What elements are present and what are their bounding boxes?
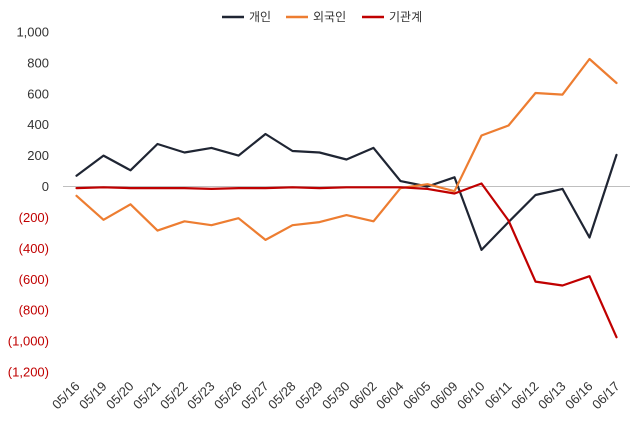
x-tick-label: 05/30 — [319, 379, 353, 413]
y-tick-label: (400) — [19, 241, 49, 256]
y-tick-label: (800) — [19, 303, 49, 318]
y-tick-label: (200) — [19, 210, 49, 225]
series-line-1 — [75, 57, 618, 241]
x-tick-label: 06/10 — [454, 379, 488, 413]
y-tick-label: (1,000) — [8, 334, 49, 349]
x-tick-label: 06/04 — [373, 379, 407, 413]
series-line-0 — [75, 132, 618, 251]
legend-label: 외국인 — [313, 10, 346, 24]
legend-label: 기관계 — [389, 10, 422, 24]
x-tick-label: 06/16 — [562, 379, 596, 413]
x-tick-label: 05/27 — [238, 379, 272, 413]
x-tick-label: 06/17 — [589, 379, 623, 413]
x-tick-label: 05/29 — [292, 379, 326, 413]
y-tick-label: 0 — [42, 179, 49, 194]
x-tick-label: 06/09 — [427, 379, 461, 413]
x-tick-label: 06/02 — [346, 379, 380, 413]
x-tick-label: 05/22 — [157, 379, 191, 413]
y-tick-label: 800 — [27, 55, 49, 70]
x-tick-label: 05/21 — [130, 379, 164, 413]
y-tick-label: (600) — [19, 272, 49, 287]
y-tick-label: (1,200) — [8, 365, 49, 380]
x-tick-label: 06/11 — [482, 379, 515, 412]
x-tick-label: 05/28 — [265, 379, 299, 413]
y-tick-label: 1,000 — [16, 25, 49, 40]
legend-label: 개인 — [249, 10, 271, 24]
x-tick-label: 05/23 — [184, 379, 218, 413]
plot-area — [63, 57, 630, 339]
x-tick-label: 06/05 — [400, 379, 434, 413]
x-axis: 05/1605/1905/2005/2105/2205/2305/2605/27… — [49, 379, 623, 413]
x-tick-label: 05/19 — [76, 379, 110, 413]
legend: 개인 외국인 기관계 — [222, 10, 422, 24]
series-line-2 — [75, 182, 618, 339]
y-tick-label: 600 — [27, 86, 49, 101]
x-tick-label: 05/20 — [103, 379, 137, 413]
x-tick-label: 06/13 — [535, 379, 569, 413]
y-tick-label: 200 — [27, 148, 49, 163]
y-axis: 1,000 800 600 400 200 0 (200) (400) (600) (800) (1… — [8, 25, 49, 380]
x-tick-label: 06/12 — [508, 379, 542, 413]
x-tick-label: 05/26 — [211, 379, 245, 413]
x-tick-label: 05/16 — [49, 379, 83, 413]
y-tick-label: 400 — [27, 117, 49, 132]
